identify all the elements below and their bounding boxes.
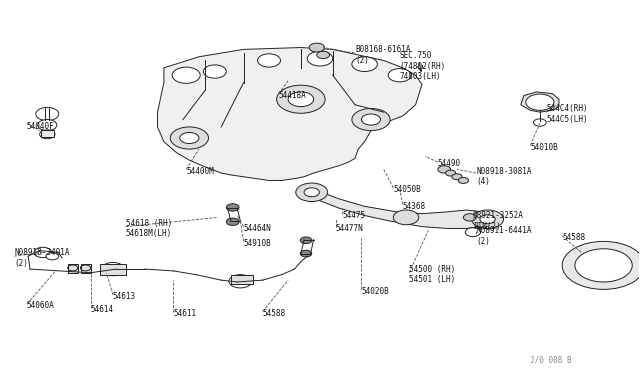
FancyBboxPatch shape [100, 263, 125, 275]
Text: B08168-6161A
(2): B08168-6161A (2) [355, 45, 410, 65]
Circle shape [480, 215, 495, 224]
Circle shape [170, 127, 209, 149]
Text: 08921-3252A
PIN(2): 08921-3252A PIN(2) [473, 211, 524, 231]
FancyBboxPatch shape [68, 263, 78, 273]
Circle shape [452, 174, 462, 180]
Circle shape [227, 204, 239, 211]
Text: 54588: 54588 [562, 233, 585, 242]
Text: 54490: 54490 [438, 159, 461, 169]
Text: 54368: 54368 [403, 202, 426, 211]
Circle shape [394, 210, 419, 225]
Text: 54464N: 54464N [244, 224, 271, 233]
Circle shape [534, 119, 546, 126]
FancyBboxPatch shape [41, 130, 54, 137]
Text: 54500 (RH)
54501 (LH): 54500 (RH) 54501 (LH) [409, 265, 456, 284]
Circle shape [229, 275, 252, 288]
Circle shape [575, 249, 632, 282]
Text: J/0 008 B: J/0 008 B [531, 355, 572, 364]
Text: 54611: 54611 [173, 309, 196, 318]
Circle shape [465, 228, 481, 237]
Circle shape [296, 183, 328, 202]
Circle shape [445, 170, 456, 176]
Circle shape [458, 177, 468, 183]
Circle shape [300, 237, 312, 244]
Text: N08918-3401A
(2): N08918-3401A (2) [14, 248, 70, 268]
Text: 54614: 54614 [91, 305, 114, 314]
Text: N08911-6441A
(2): N08911-6441A (2) [476, 226, 532, 246]
Polygon shape [521, 92, 559, 112]
Circle shape [472, 210, 504, 228]
FancyBboxPatch shape [231, 275, 253, 284]
Polygon shape [304, 188, 495, 228]
Text: 54020B: 54020B [362, 287, 389, 296]
Circle shape [227, 218, 239, 225]
Circle shape [36, 108, 59, 121]
Circle shape [463, 214, 476, 221]
Circle shape [438, 166, 451, 173]
Text: 54613: 54613 [113, 292, 136, 301]
Circle shape [309, 43, 324, 52]
Circle shape [257, 54, 280, 67]
Text: 54910B: 54910B [244, 239, 271, 248]
Text: 54477N: 54477N [336, 224, 364, 233]
Circle shape [352, 57, 378, 71]
Text: 54040F: 54040F [27, 122, 54, 131]
Text: 54618 (RH)
54618M(LH): 54618 (RH) 54618M(LH) [125, 219, 172, 238]
Circle shape [34, 247, 52, 258]
Circle shape [204, 65, 227, 78]
Circle shape [172, 67, 200, 83]
Circle shape [362, 114, 381, 125]
Circle shape [304, 188, 319, 197]
Circle shape [38, 119, 57, 131]
Circle shape [317, 51, 330, 59]
Circle shape [352, 109, 390, 131]
Text: SEC.750
(74802(RH)
74803(LH): SEC.750 (74802(RH) 74803(LH) [399, 51, 446, 81]
Circle shape [46, 253, 59, 260]
Circle shape [562, 241, 640, 289]
Circle shape [180, 132, 199, 144]
Circle shape [526, 94, 554, 110]
Text: 54050B: 54050B [394, 185, 421, 194]
Text: 54418A: 54418A [278, 91, 307, 100]
Text: 544C4(RH)
544C5(LH): 544C4(RH) 544C5(LH) [546, 104, 588, 124]
Text: 54588: 54588 [262, 309, 286, 318]
FancyBboxPatch shape [81, 263, 91, 273]
Circle shape [101, 262, 124, 276]
Circle shape [288, 92, 314, 107]
Text: N08918-3081A
(4): N08918-3081A (4) [476, 167, 532, 186]
Circle shape [276, 85, 325, 113]
Circle shape [307, 51, 333, 66]
Text: 54010B: 54010B [531, 143, 558, 152]
Circle shape [388, 68, 411, 82]
Polygon shape [157, 48, 422, 180]
Circle shape [300, 250, 312, 257]
Text: 54400M: 54400M [186, 167, 214, 176]
Text: 54060A: 54060A [27, 301, 54, 311]
Text: 54475: 54475 [342, 211, 365, 220]
